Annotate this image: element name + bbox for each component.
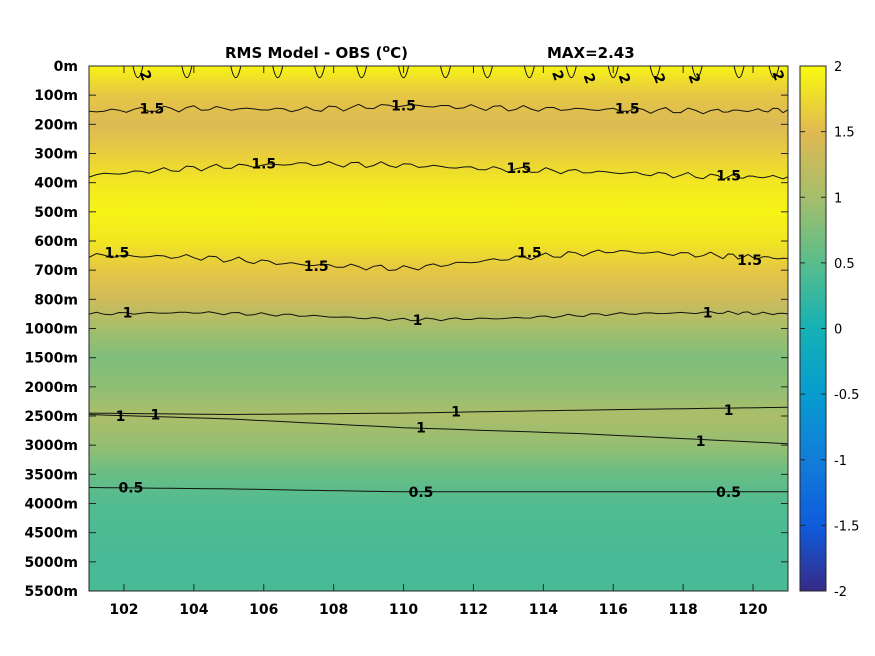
contour-label: 1: [151, 408, 161, 424]
contour-line: [89, 249, 788, 272]
contour-line-2: [691, 66, 703, 79]
y-tick-label: 100m: [34, 88, 78, 104]
contour-line-2: [230, 66, 242, 79]
x-tick-label: 116: [599, 602, 628, 618]
contour-line-2: [181, 66, 193, 79]
x-tick-label: 102: [109, 602, 138, 618]
x-tick-label: 110: [389, 602, 418, 618]
contour-lines: [89, 66, 788, 493]
contour-label: 1.5: [615, 101, 640, 117]
y-tick-label: 300m: [34, 147, 78, 163]
contour-label: 1: [416, 421, 426, 437]
contour-label: 0.5: [716, 485, 741, 501]
y-tick-label: 400m: [34, 176, 78, 192]
contour-line-2: [523, 66, 535, 79]
contour-line-2: [356, 66, 368, 79]
contour-line-2: [733, 66, 745, 79]
y-tick-label: 1000m: [24, 322, 78, 338]
y-tick-label: 3000m: [24, 438, 78, 454]
x-tick-label: 108: [319, 602, 348, 618]
contour-line-2: [768, 66, 780, 79]
contour-label: 1.5: [517, 246, 542, 262]
contour-line-2: [607, 66, 619, 79]
x-tick-label: 118: [669, 602, 698, 618]
contour-label: 0.5: [409, 485, 434, 501]
contour-line: [89, 487, 788, 493]
x-tick-label: 106: [249, 602, 278, 618]
y-tick-label: 500m: [34, 205, 78, 221]
y-tick-label: 600m: [34, 234, 78, 250]
contour-label: 1: [724, 403, 734, 419]
contour-label: 1.5: [506, 161, 531, 177]
contour-line-2: [649, 66, 661, 79]
contour-label: 1.5: [251, 157, 276, 173]
colorbar-tick-label: -1.5: [834, 519, 859, 534]
x-tick-label: 112: [459, 602, 488, 618]
y-axis: 0m 100m 200m 300m 400m 500m 600m 700m 800m 1000m 1…: [24, 59, 788, 600]
colorbar-tick-label: 0.5: [834, 257, 855, 272]
contour-line-2: [272, 66, 284, 79]
contour-line: [89, 103, 788, 115]
contour-label: 1.5: [391, 98, 416, 114]
contour-label: 0.5: [119, 480, 144, 496]
heatmap-background: [89, 66, 788, 591]
contour-label: 1: [451, 405, 461, 421]
contour-label: 1.5: [737, 253, 762, 269]
contour-label: 1: [123, 305, 133, 321]
contour-label: 1.5: [105, 246, 130, 262]
contour-line: [89, 161, 788, 181]
y-tick-label: 800m: [34, 292, 78, 308]
contour-line-2: [314, 66, 326, 79]
x-tick-label: 114: [529, 602, 558, 618]
y-tick-label: 4500m: [24, 526, 78, 542]
contour-label: 1: [696, 434, 706, 450]
x-tick-label: 120: [738, 602, 767, 618]
y-tick-label: 2000m: [24, 380, 78, 396]
colorbar-tick-label: -0.5: [834, 388, 859, 403]
colorbar-ticks: 2 1.5 1 0.5 0 -0.5 -1 -1.5 -2: [800, 60, 859, 600]
contour-label: 1.5: [140, 101, 165, 117]
contour-label: 1: [413, 313, 423, 329]
colorbar-tick-label: 1.5: [834, 126, 855, 141]
colorbar-tick-label: -1: [834, 454, 847, 469]
y-tick-label: 0m: [54, 59, 78, 75]
colorbar-tick-label: 2: [834, 60, 842, 75]
contour-line: [89, 414, 788, 445]
contour-label: 1: [703, 305, 713, 321]
contour-line-2: [565, 66, 577, 79]
y-tick-label: 4000m: [24, 497, 78, 513]
contour-line-2: [481, 66, 493, 79]
contour-label: 1.5: [716, 168, 741, 184]
colorbar-tick-label: 0: [834, 323, 842, 338]
contour-line: [89, 310, 788, 322]
x-axis: 102 104 106 108 110 112 114 116 118 120: [109, 66, 768, 618]
y-tick-label: 5500m: [24, 584, 78, 600]
contour-label: 1.5: [304, 259, 329, 275]
y-tick-label: 200m: [34, 117, 78, 133]
chart-title: RMS Model - OBS (oC): [225, 42, 408, 62]
colorbar-tick-label: 1: [834, 191, 842, 206]
y-tick-label: 700m: [34, 263, 78, 279]
max-annotation: MAX=2.43: [547, 44, 635, 62]
y-tick-label: 5000m: [24, 555, 78, 571]
contour-line: [89, 406, 788, 416]
colorbar-tick-label: -2: [834, 585, 847, 600]
contour-line-2: [398, 66, 410, 79]
y-tick-label: 3500m: [24, 467, 78, 483]
y-tick-label: 2500m: [24, 409, 78, 425]
contour-line-2: [440, 66, 451, 79]
contour-line-2: [132, 66, 144, 79]
x-tick-label: 104: [179, 602, 208, 618]
y-tick-label: 1500m: [24, 351, 78, 367]
contour-label: 1: [116, 409, 126, 425]
heatmap-field: [89, 66, 788, 591]
